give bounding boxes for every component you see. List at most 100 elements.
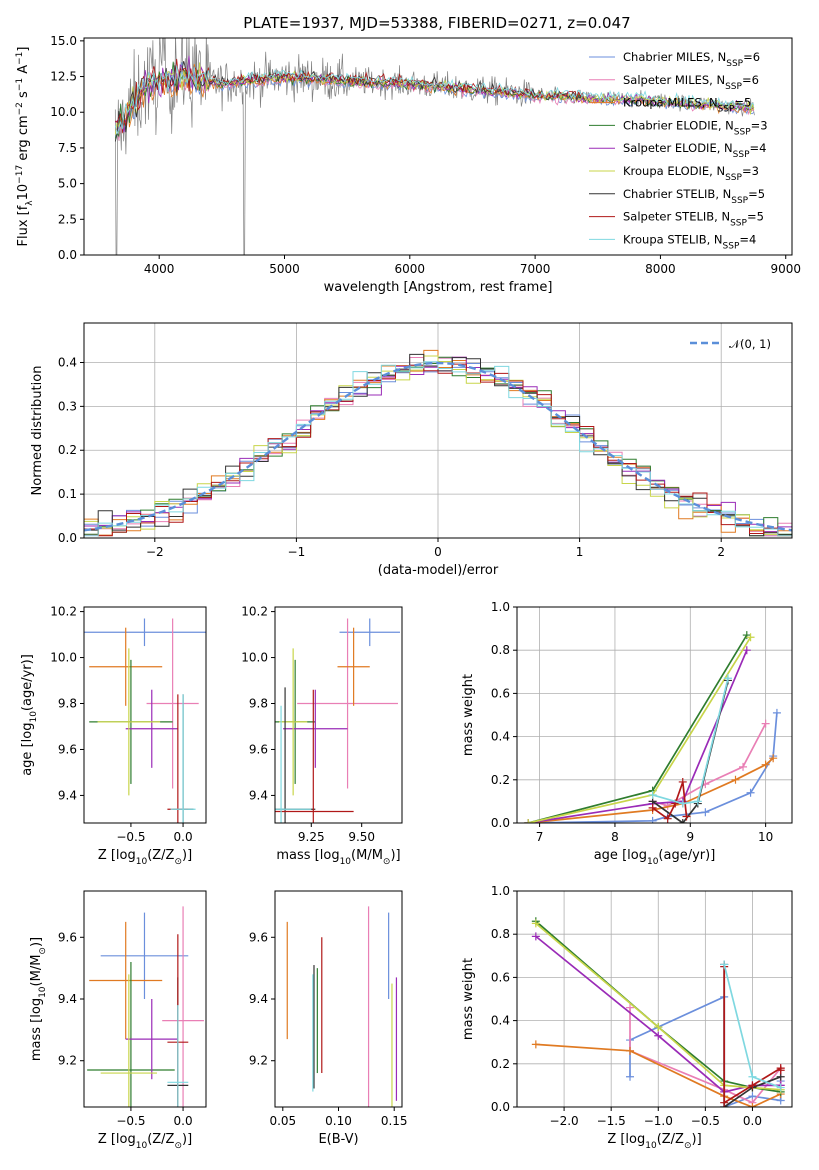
mass_vs_EBV-panel: 0.05 0.10 0.15 9.2 9.4 9.6 E(B-V)	[249, 890, 408, 1147]
plus-marker	[648, 803, 657, 812]
x-axis-label: Z [log10(Z/Z⊙)]	[98, 1132, 192, 1151]
y-tick-label: 0.8	[491, 927, 510, 941]
x-tick-label: −1.5	[597, 1114, 626, 1128]
massweight_vs_Z-plot-area	[517, 891, 792, 1107]
plus-marker	[648, 790, 657, 799]
plus-marker	[769, 754, 778, 763]
mass-weight-line	[528, 649, 748, 823]
plus-marker	[761, 719, 770, 728]
x-tick-label: 9.25	[298, 830, 325, 844]
mass-weight-line	[528, 636, 752, 823]
plus-marker	[654, 1023, 663, 1032]
x-axis-label: Z [log10(Z/Z⊙)]	[607, 1132, 701, 1151]
y-tick-label: 9.6	[249, 930, 268, 944]
y-tick-label: 7.5	[58, 141, 77, 155]
plus-marker	[654, 1031, 663, 1040]
axes-frame	[516, 606, 793, 824]
plus-marker	[626, 1072, 635, 1081]
x-tick-label: 4000	[144, 262, 175, 276]
plus-marker	[731, 775, 740, 784]
y-tick-label: 9.8	[249, 697, 268, 711]
x-tick-label: −2.0	[550, 1114, 579, 1128]
age_vs_Z-plot-area	[84, 618, 206, 823]
plus-marker	[524, 819, 533, 823]
x-tick-label: 0.05	[269, 1114, 296, 1128]
plus-marker	[663, 814, 672, 823]
plus-marker	[682, 812, 691, 821]
y-tick-label: 0.1	[58, 487, 77, 501]
y-axis-label: mass [log10(M/M⊙)]	[29, 937, 48, 1061]
x-tick-label: 5000	[269, 262, 300, 276]
age_vs_Z-panel: −0.5 0.0 9.4 9.6 9.8 10.0 10.2 Z [log10(Z/Z⊙)] a…	[20, 605, 207, 867]
plus-marker	[742, 646, 751, 655]
axes-frame	[83, 606, 207, 824]
x-tick-label: 9000	[770, 262, 801, 276]
plus-marker	[776, 1083, 785, 1092]
legend-entry: Chabrier ELODIE, NSSP=3	[623, 118, 768, 137]
legend-entry: Salpeter STELIB, NSSP=5	[623, 210, 764, 229]
plus-marker	[531, 932, 540, 941]
y-axis-label: age [log10(age/yr)]	[20, 654, 39, 776]
legend-entry: Chabrier STELIB, NSSP=5	[623, 187, 765, 206]
y-tick-label: 9.4	[58, 788, 77, 802]
y-tick-label: 0.6	[491, 686, 510, 700]
x-tick-label: −0.5	[116, 830, 145, 844]
spectrum-plot-area	[114, 38, 755, 255]
y-tick-label: 9.6	[58, 930, 77, 944]
plus-marker	[748, 1103, 757, 1107]
x-tick-label: 0.0	[743, 1114, 762, 1128]
plus-marker	[720, 1098, 729, 1107]
plus-marker	[648, 816, 657, 823]
axes-frame	[274, 606, 403, 824]
plus-marker	[531, 1040, 540, 1049]
histogram-step-line	[84, 363, 792, 537]
x-tick-label: −1.0	[644, 1114, 673, 1128]
y-tick-label: 10.0	[50, 651, 77, 665]
y-tick-label: 9.4	[249, 992, 268, 1006]
x-tick-label: −1	[288, 545, 306, 559]
plus-marker	[761, 760, 770, 769]
y-tick-label: 0.4	[491, 730, 510, 744]
y-tick-label: 9.2	[249, 1054, 268, 1068]
spectrum-legend: Chabrier MILES, NSSP=6 Salpeter MILES, NS…	[589, 50, 768, 251]
y-tick-label: 9.6	[249, 742, 268, 756]
x-tick-label: −2	[146, 545, 164, 559]
spectrum-model-line	[114, 65, 755, 135]
x-axis-label: wavelength [Angstrom, rest frame]	[324, 280, 553, 295]
y-tick-label: 0.6	[491, 970, 510, 984]
y-tick-label: 15.0	[50, 34, 77, 48]
plus-marker	[626, 1046, 635, 1055]
y-tick-label: 0.0	[58, 531, 77, 545]
x-tick-label: 10	[758, 830, 773, 844]
histogram-legend: 𝒩(0, 1)	[690, 337, 771, 351]
y-tick-label: 9.2	[58, 1054, 77, 1068]
residuals-panel: −2 −1 0 1 2 0.0 0.1 0.2 0.3 0.4 (data-model)/error…	[30, 322, 793, 578]
massweight_vs_Z-panel: −2.0 −1.5 −1.0 −0.5 0.0 0.0 0.2 0.4 0.6 0.8 1.0 Z […	[461, 884, 793, 1151]
legend-entry: Salpeter ELODIE, NSSP=4	[623, 141, 766, 160]
y-tick-label: 0.3	[58, 399, 77, 413]
plus-marker	[626, 1003, 635, 1012]
axes-frame	[83, 322, 793, 539]
y-tick-label: 0.0	[491, 1100, 510, 1114]
legend-entry: Kroupa STELIB, NSSP=4	[623, 232, 756, 251]
x-axis-label: age [log10(age/yr)]	[594, 848, 716, 867]
spectrum-model-line	[114, 61, 585, 142]
x-tick-label: 0.15	[381, 1114, 408, 1128]
plus-marker	[678, 819, 687, 823]
y-tick-label: 1.0	[491, 600, 510, 614]
plus-marker	[746, 788, 755, 797]
y-tick-label: 0.0	[58, 248, 77, 262]
y-axis-label: mass weight	[461, 674, 476, 756]
x-tick-label: 9	[686, 830, 694, 844]
plus-marker	[776, 1066, 785, 1075]
axes-frame	[274, 890, 403, 1108]
legend-entry: Chabrier MILES, NSSP=6	[623, 50, 760, 69]
x-axis-label: mass [log10(M/M⊙)]	[276, 848, 400, 867]
y-axis-label: Normed distribution	[30, 366, 45, 496]
normal-curve-line	[84, 361, 792, 532]
figure-panels: 4000 5000 6000 7000 8000 90000.02.55.07.510.0…	[15, 34, 801, 1151]
figure-title: PLATE=1937, MJD=53388, FIBERID=0271, z=0…	[243, 14, 630, 32]
x-tick-label: 0	[434, 545, 442, 559]
plus-marker	[678, 799, 687, 808]
y-tick-label: 9.4	[58, 992, 77, 1006]
